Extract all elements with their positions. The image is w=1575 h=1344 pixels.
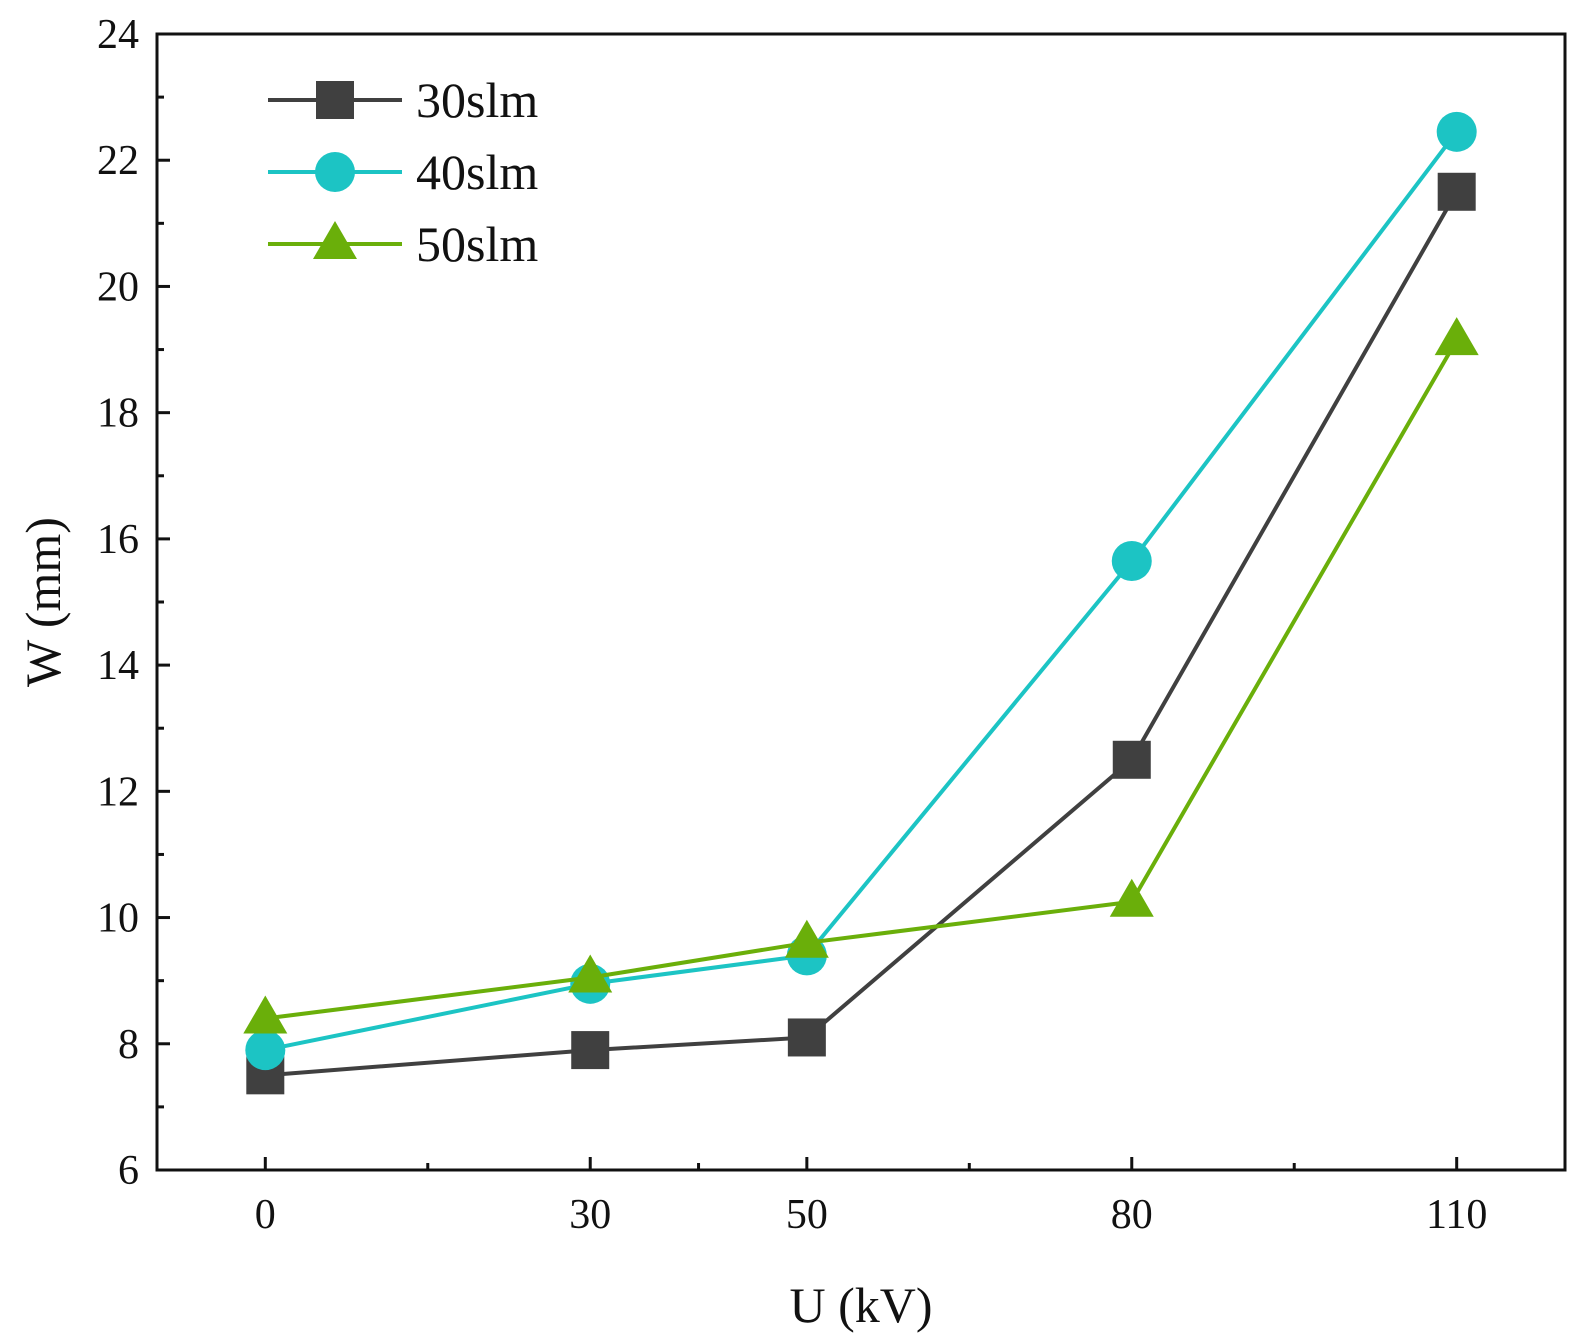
data-point <box>787 1018 826 1057</box>
y-tick-label: 20 <box>97 264 139 310</box>
legend-item-40slm: 40slm <box>268 144 538 200</box>
data-point <box>1112 740 1151 779</box>
x-axis-title: U (kV) <box>789 1277 932 1333</box>
y-tick-label: 6 <box>118 1148 139 1194</box>
y-tick-label: 18 <box>97 391 139 437</box>
legend-label: 50slm <box>416 216 538 272</box>
legend-label: 30slm <box>416 72 538 128</box>
data-point <box>784 919 829 958</box>
x-tick-label: 30 <box>569 1192 611 1238</box>
y-tick-label: 16 <box>97 517 139 563</box>
data-point <box>571 1031 610 1070</box>
y-tick-label: 24 <box>97 12 139 58</box>
legend: 30slm 40slm 50slm <box>268 72 538 272</box>
y-tick-label: 14 <box>97 643 139 689</box>
series-line <box>265 190 1459 1078</box>
x-tick-label: 80 <box>1111 1192 1153 1238</box>
plot-frame <box>155 32 1567 1172</box>
data-point <box>1436 111 1477 152</box>
data-point <box>1437 172 1476 211</box>
axis-ticks <box>157 32 1459 1172</box>
legend-label: 40slm <box>416 144 538 200</box>
series-line <box>265 339 1459 1021</box>
series-layer <box>243 111 1479 1095</box>
x-tick-label: 0 <box>255 1192 276 1238</box>
y-tick-label: 8 <box>118 1022 139 1068</box>
data-point <box>243 995 288 1034</box>
y-axis-title: W (mm) <box>15 517 71 687</box>
data-point <box>1434 317 1479 356</box>
data-point <box>245 1030 286 1071</box>
x-tick-label: 110 <box>1426 1192 1487 1238</box>
legend-item-50slm: 50slm <box>268 216 538 272</box>
x-tick-label: 50 <box>786 1192 828 1238</box>
y-tick-label: 12 <box>97 769 139 815</box>
y-tick-label: 22 <box>97 138 139 184</box>
series-30slm <box>246 172 1476 1095</box>
legend-marker <box>313 221 357 259</box>
data-point <box>568 954 613 993</box>
legend-marker <box>316 81 354 119</box>
data-point <box>1109 878 1154 917</box>
y-tick-label: 10 <box>97 896 139 942</box>
series-50slm <box>243 317 1479 1034</box>
axis-tick-labels: 6 8 10 12 14 16 18 20 22 24 0 30 50 80 110 <box>97 12 1487 1238</box>
legend-marker <box>315 152 355 192</box>
legend-item-30slm: 30slm <box>268 72 538 128</box>
data-point <box>1111 540 1152 581</box>
